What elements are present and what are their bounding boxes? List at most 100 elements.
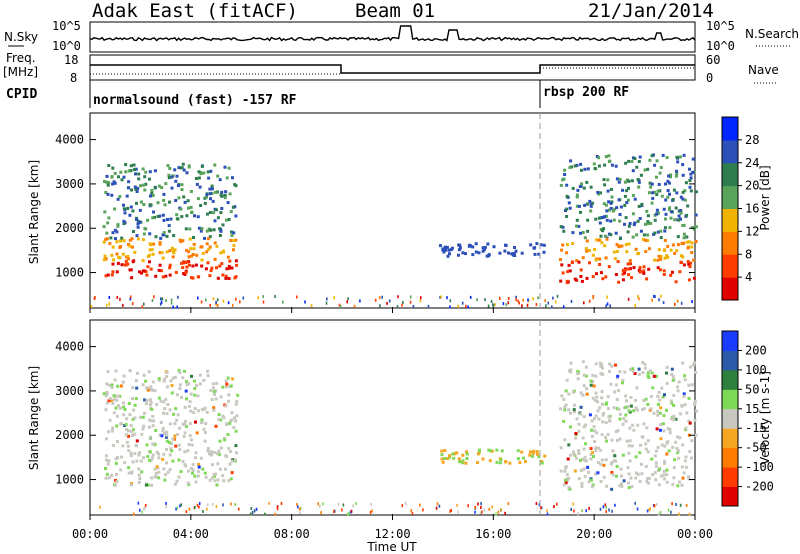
echo-cell <box>585 180 589 184</box>
echo-cell <box>164 182 168 186</box>
echo-cell <box>478 448 481 452</box>
echo-cell <box>304 300 306 304</box>
echo-cell <box>589 202 593 206</box>
echo-cell <box>599 507 602 511</box>
echo-cell <box>445 245 449 249</box>
echo-cell <box>299 506 302 510</box>
echo-cell <box>134 379 138 383</box>
echo-cell <box>669 175 672 179</box>
echo-cell <box>191 253 195 256</box>
echo-cell <box>556 294 559 298</box>
echo-cell <box>224 467 227 471</box>
x-tick-label: 00:00 <box>72 527 108 541</box>
echo-cell <box>141 167 145 171</box>
echo-cell <box>227 264 231 268</box>
echo-cell <box>199 245 203 249</box>
echo-cell <box>206 449 210 453</box>
echo-cell <box>148 242 152 246</box>
echo-cell <box>201 251 205 255</box>
echo-cell <box>419 503 421 507</box>
echo-cell <box>593 440 597 444</box>
echo-cell <box>664 182 667 186</box>
echo-cell <box>542 243 546 247</box>
echo-cell <box>575 204 579 208</box>
echo-cell <box>671 482 675 486</box>
echo-cell <box>152 210 155 214</box>
echo-cell <box>130 188 133 192</box>
echo-cell <box>159 399 163 403</box>
echo-cell <box>594 258 598 262</box>
echo-cell <box>619 412 622 416</box>
echo-cell <box>681 173 685 177</box>
echo-cell <box>162 467 166 471</box>
echo-cell <box>601 229 605 233</box>
echo-cell <box>107 459 111 463</box>
echo-cell <box>188 507 191 511</box>
echo-cell <box>657 512 660 516</box>
echo-cell <box>684 455 688 459</box>
echo-cell <box>654 461 658 465</box>
echo-cell <box>682 236 686 240</box>
echo-cell <box>108 397 112 401</box>
echo-cell <box>167 173 171 177</box>
echo-cell <box>138 220 142 224</box>
echo-cell <box>222 479 226 483</box>
echo-cell <box>212 386 215 390</box>
echo-cell <box>138 270 141 274</box>
echo-cell <box>481 510 483 514</box>
echo-cell <box>666 244 670 248</box>
echo-cell <box>681 197 685 201</box>
echo-cell <box>194 263 198 267</box>
echo-cell <box>682 394 686 398</box>
echo-cell <box>115 252 119 256</box>
echo-cell <box>401 504 404 508</box>
echo-cell <box>111 444 115 447</box>
echo-cell <box>585 276 589 280</box>
echo-cell <box>161 275 165 279</box>
echo-cell <box>564 481 568 485</box>
echo-cell <box>242 296 245 300</box>
echo-cell <box>348 511 350 515</box>
echo-cell <box>175 174 179 178</box>
echo-cell <box>103 180 106 183</box>
echo-cell <box>215 190 219 194</box>
echo-cell <box>687 278 691 282</box>
echo-cell <box>664 198 668 202</box>
echo-cell <box>189 190 193 193</box>
echo-cell <box>632 409 636 413</box>
echo-cell <box>124 163 128 167</box>
echo-cell <box>580 482 584 485</box>
echo-cell <box>108 302 111 306</box>
echo-cell <box>660 294 662 298</box>
echo-cell <box>149 386 153 390</box>
echo-cell <box>646 214 650 218</box>
echo-cell <box>648 508 650 512</box>
echo-cell <box>666 189 670 193</box>
echo-cell <box>634 247 638 251</box>
echo-cell <box>626 198 630 202</box>
echo-cell <box>369 510 372 514</box>
echo-cell <box>516 449 520 453</box>
echo-cell <box>565 279 569 283</box>
echo-cell <box>663 461 667 465</box>
echo-cell <box>296 503 298 506</box>
echo-cell <box>326 297 328 301</box>
echo-cell <box>659 229 663 233</box>
echo-cell <box>104 394 108 398</box>
echo-cell <box>234 214 238 218</box>
echo-cell <box>645 209 649 213</box>
echo-cell <box>653 218 657 222</box>
echo-cell <box>297 505 299 509</box>
freq-left-unit: [MHz] <box>3 65 38 79</box>
echo-cell <box>615 177 619 181</box>
echo-cell <box>215 381 219 385</box>
echo-cell <box>223 193 227 197</box>
echo-cell <box>150 388 154 392</box>
y-tick-label: 2000 <box>55 221 84 235</box>
echo-cell <box>158 263 162 267</box>
echo-cell <box>688 450 692 454</box>
echo-cell <box>620 484 624 488</box>
echo-cell <box>164 397 168 401</box>
